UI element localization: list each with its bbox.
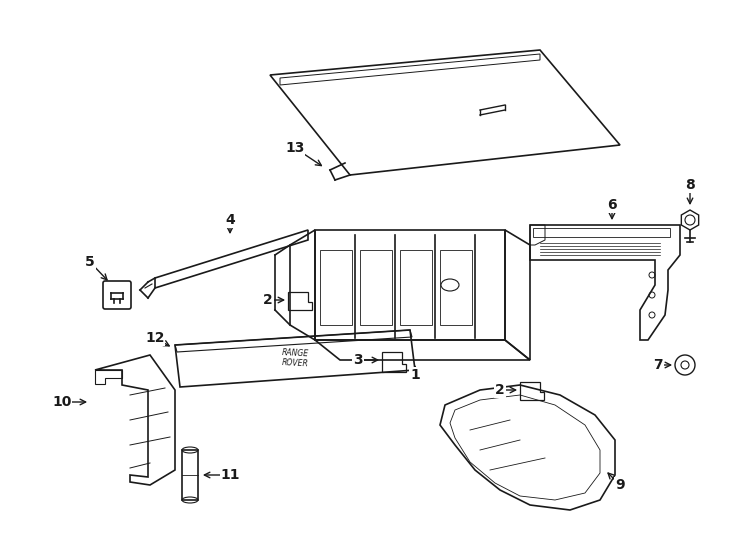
Text: RANGE
ROVER: RANGE ROVER <box>281 348 309 368</box>
Text: 8: 8 <box>685 178 695 192</box>
Text: 5: 5 <box>85 255 95 269</box>
Text: 6: 6 <box>607 198 617 212</box>
Text: 7: 7 <box>653 358 663 372</box>
Text: 3: 3 <box>353 353 363 367</box>
Text: 4: 4 <box>225 213 235 227</box>
Text: 1: 1 <box>410 368 420 382</box>
Text: 13: 13 <box>286 141 305 155</box>
Text: 11: 11 <box>220 468 240 482</box>
Text: 9: 9 <box>615 478 625 492</box>
Text: 12: 12 <box>145 331 164 345</box>
Text: 2: 2 <box>263 293 273 307</box>
Text: 10: 10 <box>52 395 72 409</box>
Text: 2: 2 <box>495 383 505 397</box>
